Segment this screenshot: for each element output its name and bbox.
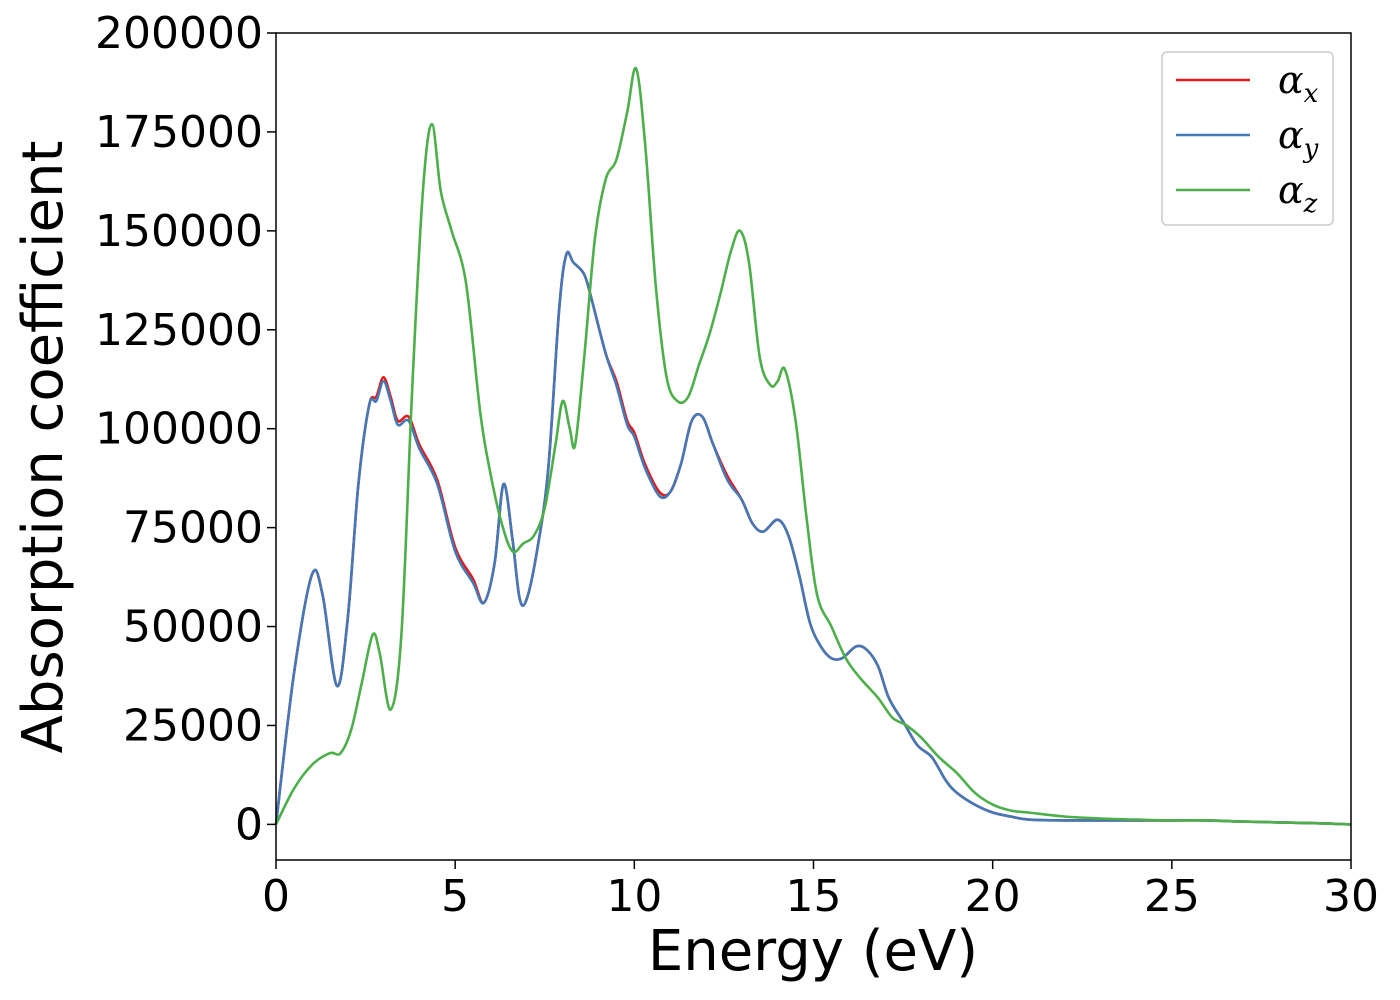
y-tick-label: 0: [235, 799, 263, 850]
x-tick-label: 20: [965, 871, 1021, 922]
y-tick-label: 200000: [95, 8, 263, 59]
legend-label-y: αy: [1278, 113, 1319, 164]
y-axis-title: Absorption coefficient: [11, 141, 76, 754]
x-tick-label: 0: [262, 871, 290, 922]
x-tick-label: 10: [606, 871, 662, 922]
series-line-z: [274, 67, 1352, 826]
legend-label-z: αz: [1278, 168, 1318, 219]
y-tick-label: 25000: [123, 700, 263, 751]
legend-box: [1161, 51, 1334, 226]
series-layer: [274, 67, 1352, 826]
series-line-y: [274, 250, 1352, 826]
x-axis: 0 5 10 15 20 25 30: [262, 860, 1379, 922]
x-axis-title: Energy (eV): [648, 919, 978, 984]
legend-label-x: αx: [1278, 58, 1319, 109]
y-tick-label: 175000: [95, 107, 263, 158]
x-tick-label: 30: [1323, 871, 1379, 922]
y-tick-label: 100000: [95, 404, 263, 455]
y-tick-label: 125000: [95, 305, 263, 356]
x-tick-label: 15: [786, 871, 842, 922]
y-tick-label: 50000: [123, 602, 263, 653]
x-tick-label: 5: [441, 871, 469, 922]
x-tick-label: 25: [1144, 871, 1200, 922]
y-axis: 0 25000 50000 75000 100000 125000 150000 175000…: [95, 8, 276, 850]
y-tick-label: 75000: [123, 503, 263, 554]
y-tick-label: 150000: [95, 206, 263, 257]
